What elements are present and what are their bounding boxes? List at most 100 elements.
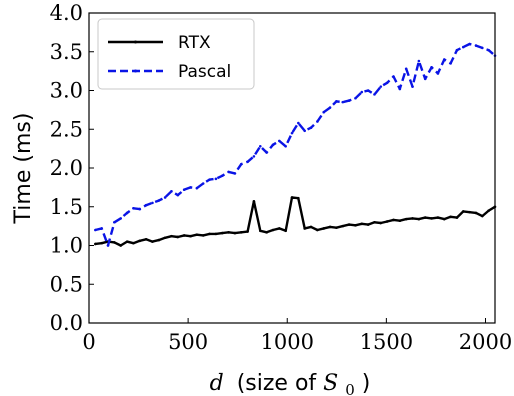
- data-point: [430, 65, 433, 69]
- y-tick-label: 1.5: [50, 195, 83, 219]
- data-point: [258, 229, 262, 233]
- data-point: [246, 160, 249, 164]
- data-point: [208, 232, 211, 236]
- series-group: [94, 42, 497, 247]
- data-point: [360, 90, 364, 94]
- data-point: [297, 121, 300, 125]
- data-point: [201, 234, 205, 237]
- data-point: [335, 100, 338, 103]
- data-point: [132, 207, 135, 210]
- data-point: [157, 238, 161, 242]
- data-point: [411, 85, 414, 88]
- data-point: [278, 139, 281, 143]
- data-point: [100, 241, 103, 245]
- data-point: [487, 48, 490, 52]
- y-tick-label: 3.0: [50, 79, 83, 103]
- data-point: [195, 186, 199, 190]
- data-point: [303, 129, 306, 133]
- x-tick-label: 500: [168, 330, 208, 354]
- x-axis-label-close: ): [362, 371, 371, 396]
- data-point: [328, 106, 332, 109]
- data-point: [182, 188, 186, 191]
- legend-label: Pascal: [178, 62, 231, 82]
- legend: RTX Pascal: [97, 18, 255, 90]
- data-point: [138, 207, 142, 211]
- data-point: [316, 228, 319, 232]
- data-point: [341, 100, 345, 104]
- data-point: [461, 45, 465, 49]
- data-point: [119, 217, 123, 220]
- data-point: [360, 222, 364, 226]
- data-point: [455, 48, 459, 52]
- data-point: [309, 126, 313, 129]
- data-point: [303, 227, 306, 230]
- data-point: [246, 230, 249, 233]
- data-point: [252, 200, 256, 203]
- data-point: [189, 186, 192, 189]
- y-tick-label: 0.5: [50, 272, 83, 296]
- data-point: [233, 172, 237, 175]
- x-axis-label-symbol: S: [323, 371, 338, 396]
- x-axis-label-subscript: 0: [345, 381, 355, 396]
- data-point: [214, 177, 218, 181]
- data-point: [309, 225, 313, 229]
- data-point: [214, 232, 218, 236]
- data-point: [481, 46, 484, 50]
- data-point: [487, 209, 490, 212]
- data-point: [106, 244, 110, 247]
- x-tick-label: 1500: [360, 330, 413, 354]
- data-point: [417, 217, 421, 221]
- data-point: [373, 220, 376, 224]
- data-point: [125, 211, 129, 215]
- data-point: [290, 131, 294, 135]
- data-point: [125, 240, 129, 243]
- data-point: [347, 99, 351, 102]
- data-point: [442, 217, 446, 221]
- data-point: [132, 241, 135, 245]
- data-point: [252, 155, 256, 158]
- x-axis-label: d (size of S 0 ): [210, 371, 371, 396]
- data-point: [481, 214, 484, 218]
- legend-marker: [134, 69, 137, 73]
- data-point: [398, 219, 402, 222]
- data-point: [271, 143, 275, 147]
- data-point: [157, 199, 161, 202]
- data-point: [239, 231, 243, 234]
- data-point: [392, 218, 395, 222]
- y-tick-label: 4.0: [50, 1, 83, 25]
- data-point: [455, 216, 459, 219]
- data-point: [366, 89, 370, 92]
- data-point: [220, 231, 224, 235]
- data-point: [119, 244, 123, 247]
- data-point: [94, 228, 97, 232]
- data-point: [189, 234, 192, 238]
- data-point: [379, 85, 383, 88]
- data-point: [442, 58, 446, 61]
- data-point: [385, 81, 389, 85]
- data-point: [290, 196, 294, 199]
- data-point: [316, 120, 319, 123]
- data-point: [258, 145, 262, 148]
- x-axis-label-text: (size of: [237, 371, 323, 396]
- data-point: [284, 229, 287, 233]
- data-point: [144, 203, 148, 207]
- data-point: [265, 231, 268, 234]
- data-point: [404, 217, 408, 221]
- data-point: [379, 221, 383, 225]
- data-point: [322, 227, 326, 230]
- data-point: [430, 217, 433, 220]
- data-point: [227, 170, 230, 174]
- data-point: [113, 241, 116, 244]
- data-point: [284, 145, 287, 148]
- data-point: [474, 44, 478, 47]
- data-point: [151, 240, 154, 243]
- data-point: [100, 227, 103, 230]
- data-point: [398, 87, 402, 91]
- data-point: [354, 96, 357, 100]
- data-point: [176, 193, 180, 197]
- data-point: [176, 235, 180, 239]
- x-tick-label: 0: [82, 330, 95, 354]
- plot-frame: [88, 12, 496, 324]
- data-point: [417, 59, 421, 63]
- data-point: [347, 223, 351, 226]
